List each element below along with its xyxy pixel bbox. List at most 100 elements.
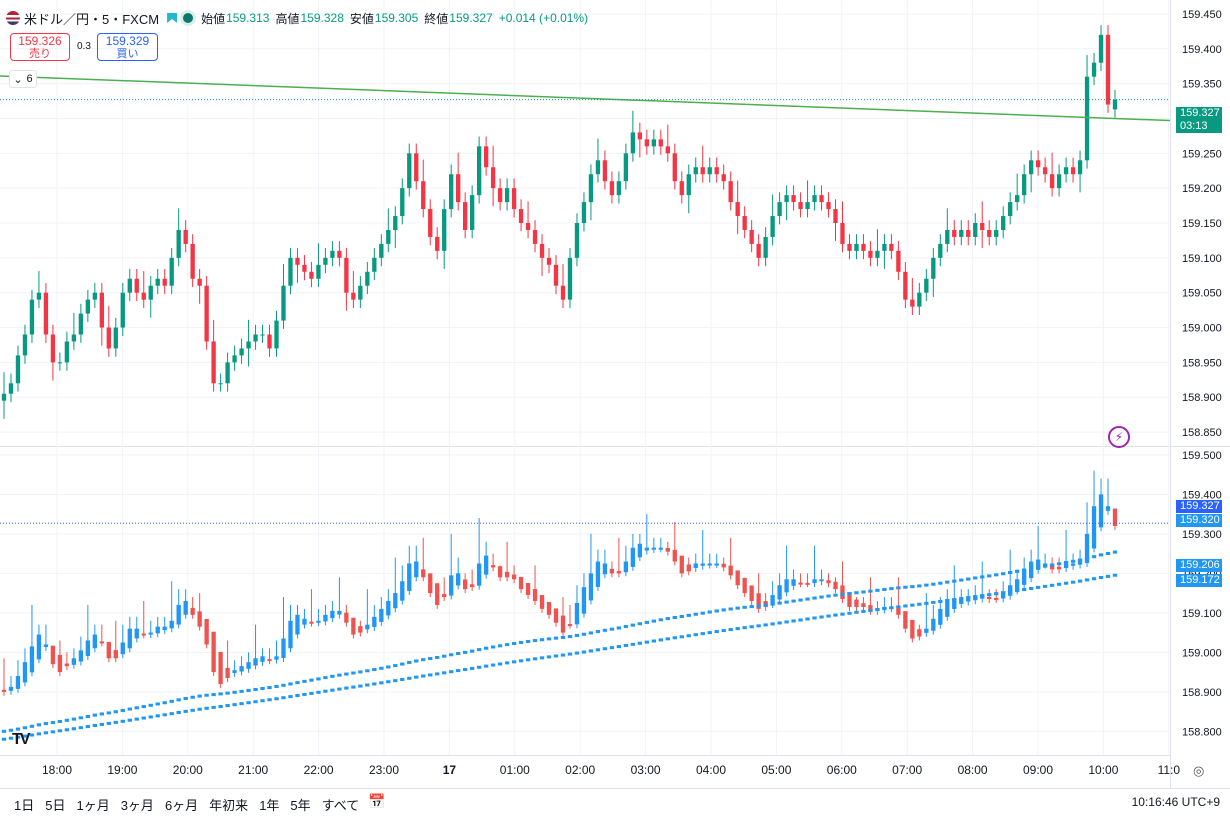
calendar-icon[interactable]: 📅 [368, 793, 386, 809]
ha-body [588, 573, 594, 601]
candle-body [428, 209, 433, 237]
ma-slow-point [798, 618, 803, 622]
ha-body [1091, 506, 1097, 549]
x-tick: 02:00 [565, 763, 595, 777]
candle-body [281, 285, 286, 321]
range-ytd[interactable]: 年初来 [209, 798, 249, 813]
sell-button[interactable]: 159.326 売り [10, 33, 70, 61]
ma-fast-point [309, 678, 314, 682]
candle-body [141, 292, 146, 300]
ha-body [232, 670, 237, 673]
candle-body [435, 236, 440, 251]
range-1d[interactable]: 1日 [14, 798, 35, 813]
candle-body [183, 229, 188, 244]
ma-fast-point [1070, 559, 1076, 563]
range-3m[interactable]: 3ヶ月 [120, 798, 154, 813]
ha-body [1112, 508, 1118, 526]
candle-body [917, 292, 922, 307]
last-price-tag: 159.327 03:13 [1176, 107, 1222, 133]
candle-body [875, 250, 880, 258]
ma-slow-point [1091, 577, 1097, 581]
ma-fast-point [337, 673, 342, 677]
buy-price: 159.329 [105, 34, 150, 48]
ma-slow-point [742, 626, 747, 630]
range-all[interactable]: すべて [321, 798, 360, 813]
ma-fast-point [57, 719, 63, 723]
ma-fast-point [106, 711, 111, 715]
ha-body [714, 563, 719, 566]
candle-body [400, 188, 405, 217]
chevron-down-icon: ⌄ [13, 73, 23, 86]
candle-body [1015, 195, 1020, 203]
ma-fast-point [148, 703, 153, 707]
buy-button[interactable]: 159.329 買い [97, 33, 158, 61]
ma-fast-point [812, 596, 817, 600]
x-tick: 03:00 [631, 763, 661, 777]
candle-body [987, 229, 992, 237]
settings-icon[interactable]: ◎ [1193, 763, 1205, 778]
range-5d[interactable]: 5日 [45, 798, 66, 813]
ma-fast-point [623, 625, 629, 629]
ma-slow-point [330, 688, 335, 692]
candle-body [1049, 174, 1055, 189]
tradingview-logo[interactable]: TV [12, 731, 31, 748]
ha-body [1056, 566, 1062, 570]
price-chart[interactable]: 159.450 159.400 159.350 159.300 159.250 159.2… [0, 0, 1230, 788]
ma-fast-point [868, 589, 873, 593]
ha-body [1049, 564, 1055, 570]
ma-slow-point [239, 702, 244, 706]
ha-body [106, 641, 111, 659]
ma-slow-point [127, 718, 132, 722]
ma-fast-point [980, 575, 985, 579]
ha-body [400, 581, 405, 601]
ha-body [372, 616, 377, 628]
ma-fast-point [211, 693, 216, 697]
market-status-icon[interactable] [183, 13, 194, 23]
lower-y-tick: 159.500 [1182, 450, 1222, 462]
ma-slow-point [1008, 590, 1013, 594]
ha-body [812, 579, 817, 584]
ma-fast-point [875, 588, 880, 592]
candle-body [749, 229, 754, 244]
ma-slow-point [574, 651, 580, 655]
ha-body [707, 563, 712, 566]
ma-fast-point [1021, 568, 1027, 572]
ha-body [616, 571, 622, 574]
x-tick: 07:00 [892, 763, 922, 777]
ha-body [630, 547, 636, 567]
ma-slow-point [882, 607, 887, 611]
candle-body [742, 216, 747, 230]
candle-body [85, 299, 91, 314]
ma-slow-point [267, 698, 272, 702]
x-tick: 06:00 [827, 763, 857, 777]
range-1m[interactable]: 1ヶ月 [76, 798, 110, 813]
candle-body [211, 341, 216, 384]
lightning-icon[interactable]: ⚡ [1108, 426, 1130, 448]
ha-body [1105, 506, 1111, 511]
ma-fast-point [483, 646, 489, 650]
candle-body [665, 146, 670, 154]
ma-fast-point [994, 573, 999, 577]
range-6m[interactable]: 6ヶ月 [164, 798, 199, 813]
ma-fast-point [1084, 556, 1090, 560]
ma-slow-point [1112, 573, 1118, 577]
range-5y[interactable]: 5年 [290, 798, 311, 813]
ma-slow-point [672, 636, 677, 640]
candle-body [630, 132, 636, 154]
ha-body [847, 592, 852, 607]
candle-body [868, 250, 873, 258]
candle-body [931, 257, 936, 279]
time-range-list: 1日 5日 1ヶ月 3ヶ月 6ヶ月 年初来 1年 5年 すべて [14, 795, 370, 814]
candle-body [1, 393, 7, 401]
candle-body [71, 334, 77, 342]
symbol-title[interactable]: 米ドル／円・5・FXCM [24, 11, 160, 27]
range-1y[interactable]: 1年 [259, 798, 280, 813]
ma-fast-point [686, 613, 691, 617]
ma-slow-point [707, 631, 712, 635]
clock-display[interactable]: 10:16:46 UTC+9 [1131, 795, 1220, 809]
candle-body [763, 236, 768, 258]
ha-body [8, 686, 14, 691]
ha-body [665, 548, 670, 552]
x-tick: 17 [443, 763, 457, 777]
indicators-toggle-button[interactable]: ⌄ 6 [9, 70, 37, 88]
